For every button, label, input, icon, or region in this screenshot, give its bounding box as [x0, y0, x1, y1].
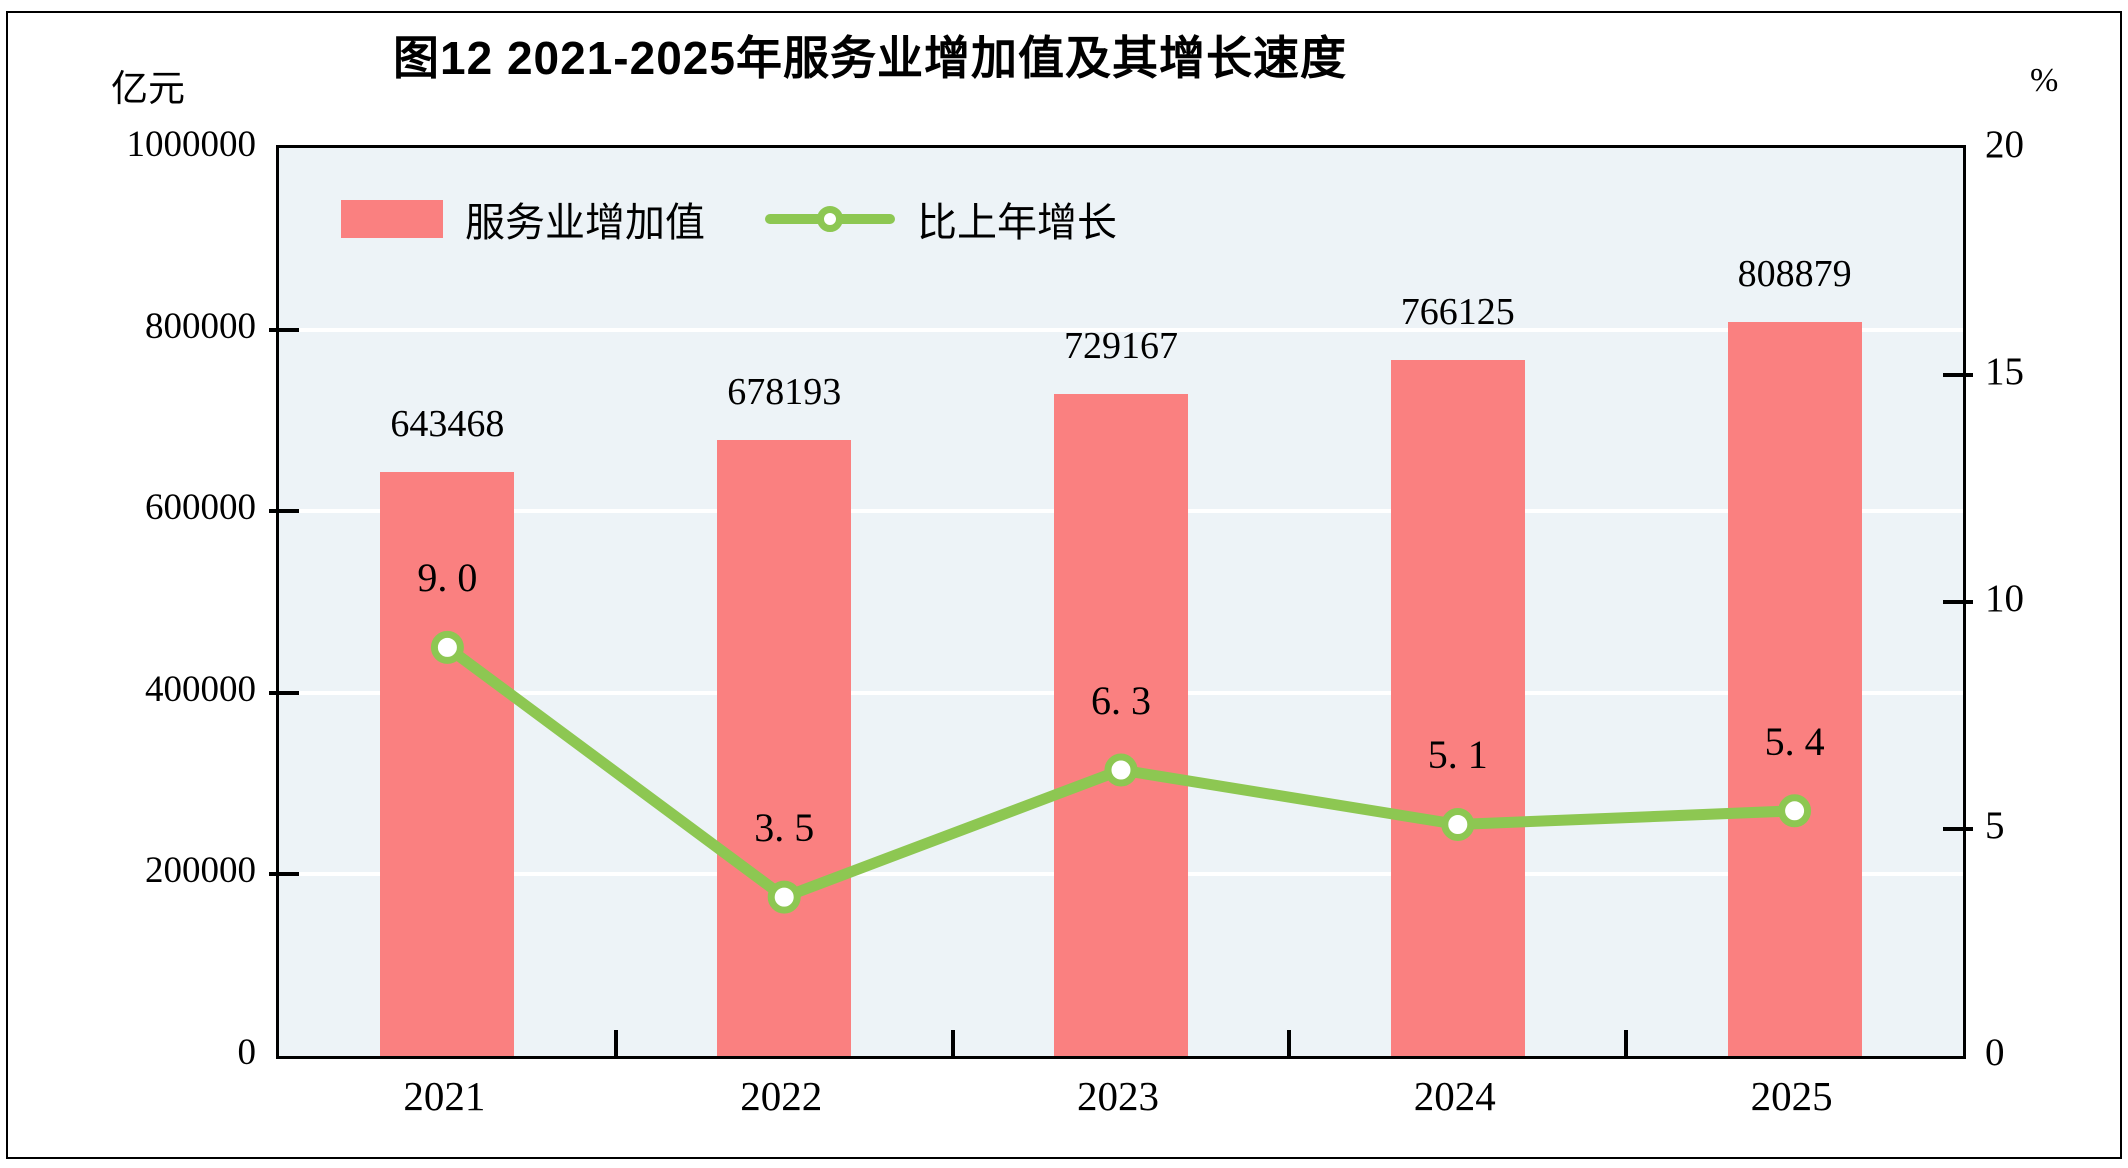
line-value-label: 3. 5: [754, 805, 815, 851]
x-axis-tick: [1624, 1030, 1629, 1056]
right-tick-label: 20: [1985, 123, 2024, 166]
left-tick-label: 800000: [145, 305, 256, 347]
right-axis-tick: [1943, 600, 1973, 604]
x-tick-label: 2023: [1077, 1073, 1159, 1119]
bar-value-label: 643468: [390, 402, 505, 445]
left-tick-label: 0: [237, 1032, 257, 1073]
left-axis-tick-labels: 1000000 800000 600000 400000 200000 0: [50, 0, 257, 1168]
x-tick-label: 2022: [740, 1073, 823, 1119]
legend-label: 服务业增加值: [465, 201, 705, 245]
x-axis-tick: [1287, 1030, 1292, 1056]
left-tick-label: 1000000: [126, 124, 257, 165]
legend-item-bar: 服务业增加值: [341, 190, 705, 248]
left-tick-label: 400000: [145, 668, 256, 710]
bar-value-label: 808879: [1737, 252, 1852, 295]
bar-value-label: 766125: [1400, 291, 1515, 334]
legend-item-line: 比上年增长: [765, 190, 1117, 248]
right-axis-tick: [1943, 373, 1973, 377]
bar-value-label: 729167: [1064, 324, 1178, 367]
plot-area: 643468 678193 729167 766125 808879 9. 0 3. 5 6.…: [269, 145, 1973, 1059]
legend-line-dot: [817, 206, 843, 232]
right-tick-label: 15: [1985, 350, 2024, 393]
left-axis-tick: [269, 690, 299, 695]
bar-2025: [1727, 321, 1862, 1056]
legend-line-marker: [765, 204, 895, 234]
legend: 服务业增加值 比上年增长: [341, 190, 1117, 248]
x-axis-tick: [950, 1030, 955, 1056]
right-tick-label: 0: [1985, 1031, 2005, 1074]
bar-value-label: 678193: [727, 371, 842, 414]
legend-label: 比上年增长: [917, 201, 1117, 245]
line-value-label: 5. 4: [1764, 718, 1825, 764]
right-axis-tick: [1943, 827, 1973, 831]
line-value-label: 9. 0: [417, 555, 478, 601]
x-tick-label: 2025: [1750, 1073, 1833, 1119]
right-axis-tick-labels: 20 15 10 5 0: [1985, 0, 2125, 1168]
left-tick-label: 200000: [145, 850, 256, 892]
x-axis-labels: 2021 2022 2023 2024 2025: [276, 1072, 1960, 1128]
right-axis-unit: %: [2030, 62, 2059, 99]
legend-bar-swatch: [341, 200, 443, 238]
bar-2024: [1390, 360, 1525, 1056]
x-tick-label: 2021: [403, 1073, 486, 1119]
chart-title: 图12 2021-2025年服务业增加值及其增长速度: [393, 32, 1347, 84]
x-axis-tick: [613, 1030, 618, 1056]
line-value-label: 5. 1: [1427, 732, 1488, 778]
x-tick-label: 2024: [1413, 1073, 1496, 1119]
right-tick-label: 10: [1985, 577, 2024, 620]
bar-2022: [717, 440, 852, 1056]
left-axis-tick: [269, 327, 299, 332]
line-value-label: 6. 3: [1091, 677, 1151, 723]
left-axis-tick: [269, 872, 299, 877]
gridline: [279, 327, 1963, 332]
bar-2023: [1054, 393, 1188, 1056]
right-tick-label: 5: [1985, 804, 2005, 847]
left-axis-tick: [269, 509, 299, 514]
left-axis-unit: 亿元: [111, 69, 185, 110]
left-tick-label: 600000: [145, 487, 256, 529]
